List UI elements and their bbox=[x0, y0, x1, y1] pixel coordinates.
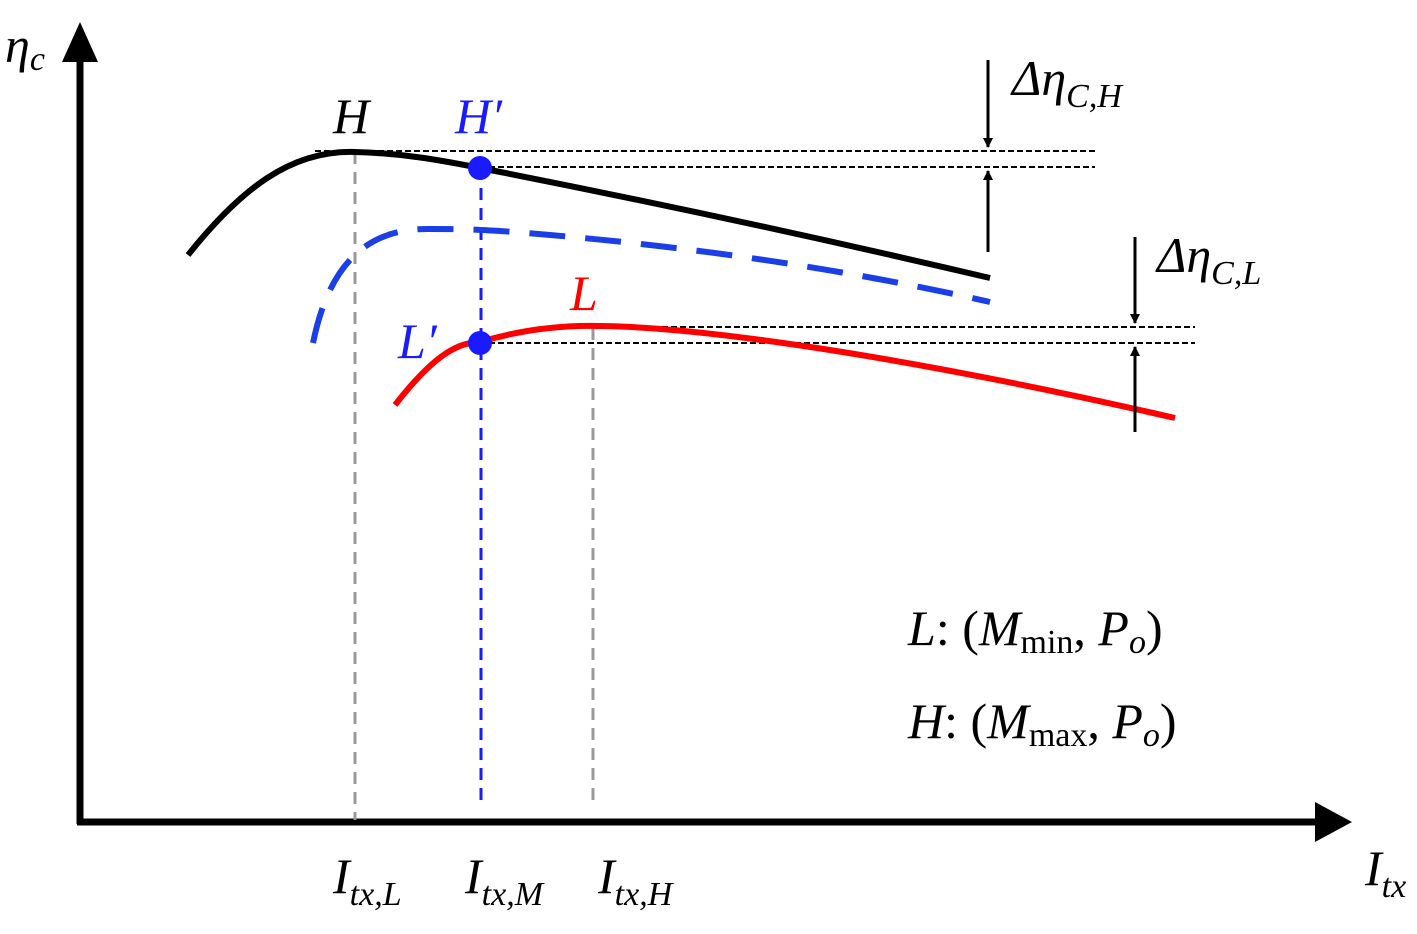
point-label: H′ bbox=[454, 88, 503, 144]
x-mark-label: Itx,L bbox=[332, 848, 402, 913]
x-axis-label: Itx bbox=[1364, 840, 1406, 905]
point-label: L bbox=[569, 265, 598, 321]
delta-label: ΔηC,H bbox=[1010, 50, 1124, 115]
axes bbox=[62, 22, 1352, 842]
point-label: L′ bbox=[397, 313, 438, 369]
curves bbox=[185, 148, 1176, 421]
x-mark-label: Itx,H bbox=[597, 848, 675, 913]
x-mark-label: Itx,M bbox=[464, 848, 545, 913]
point-label: H bbox=[332, 88, 372, 144]
legend-entry: H: (Mmax, Po) bbox=[907, 693, 1177, 754]
legend-entry: L: (Mmin, Po) bbox=[907, 600, 1163, 661]
y-axis-label: ηc bbox=[5, 17, 45, 78]
delta-label: ΔηC,L bbox=[1155, 227, 1261, 292]
guides bbox=[315, 150, 1195, 820]
point-h-prime bbox=[468, 156, 492, 180]
point-l-prime bbox=[468, 331, 492, 355]
delta-arrows bbox=[983, 60, 1140, 432]
